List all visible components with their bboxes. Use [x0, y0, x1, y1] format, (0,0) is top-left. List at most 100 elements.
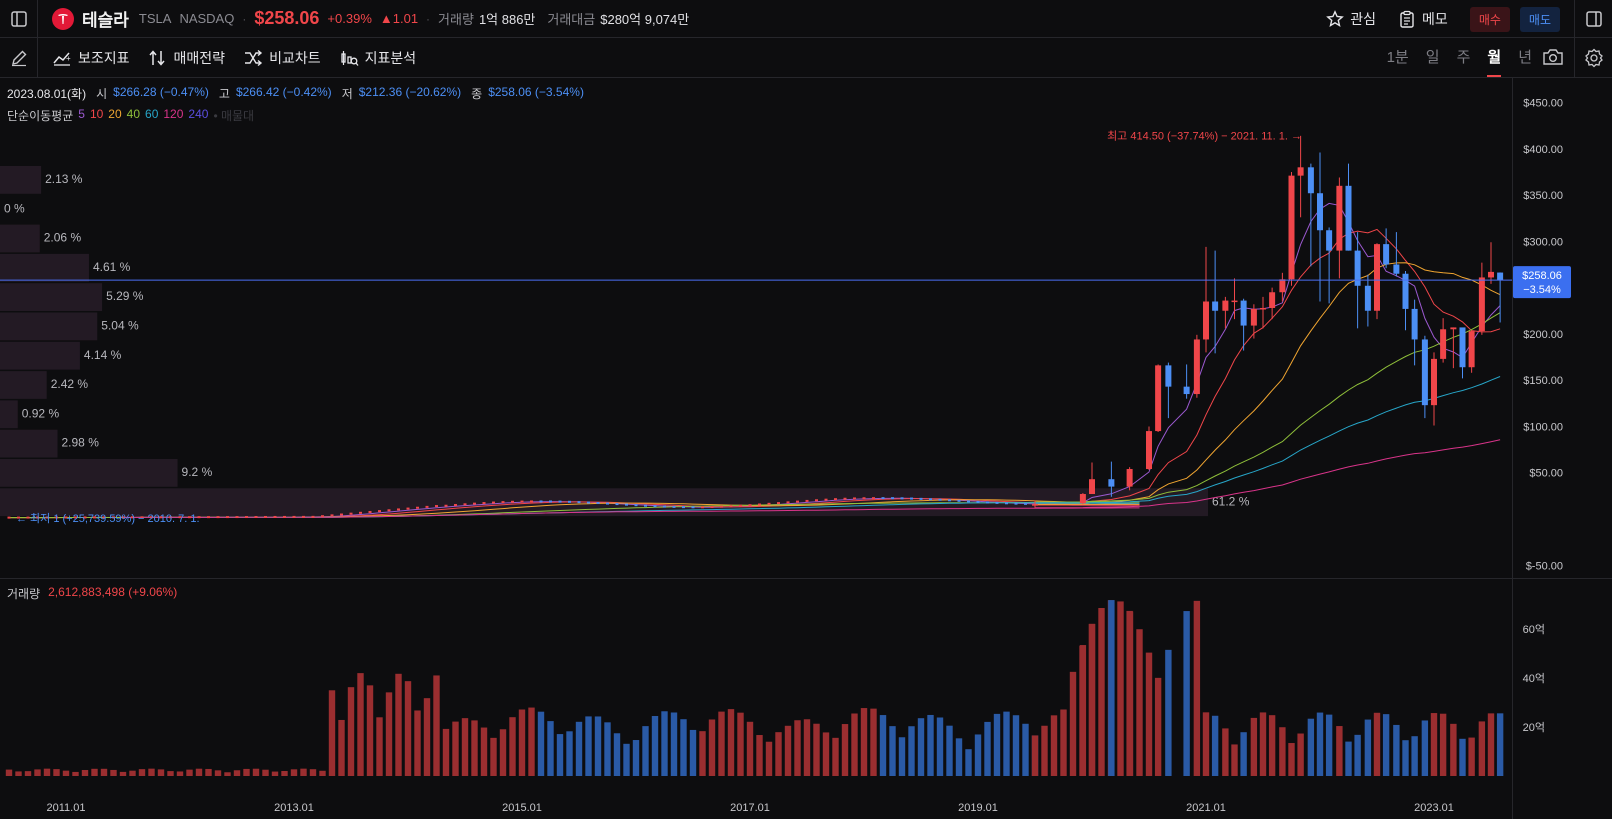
volume-bar: [1193, 600, 1201, 776]
ma-period-20[interactable]: 20: [108, 107, 122, 121]
ma-line-10: [9, 228, 1501, 519]
compare-button[interactable]: 비교차트: [243, 48, 321, 68]
candle: [55, 516, 58, 519]
sidebar-toggle-button[interactable]: [0, 0, 38, 38]
volume-bar: [15, 771, 22, 776]
candle: [881, 497, 885, 500]
indicators-button[interactable]: + 보조지표: [52, 48, 130, 68]
volume-bar: [746, 721, 754, 776]
tab-period-month[interactable]: 월: [1487, 38, 1501, 78]
candle: [140, 516, 144, 519]
ma-period-120[interactable]: 120: [163, 107, 184, 121]
volume-bar: [214, 770, 222, 776]
volume-bar: [281, 770, 288, 776]
candle: [919, 497, 923, 500]
ma-line-5: [9, 202, 1501, 519]
volume-bar: [1411, 736, 1418, 776]
candle: [862, 497, 866, 500]
memo-button[interactable]: 메모: [1398, 9, 1448, 29]
volume-bar: [1183, 611, 1190, 776]
ma-period-240[interactable]: 240: [188, 107, 209, 121]
candlesticks: [7, 135, 1504, 519]
volume-bar: [328, 690, 336, 776]
volume-bar: [518, 709, 526, 776]
buy-button[interactable]: 매수: [1469, 6, 1510, 32]
volume-bar: [547, 721, 554, 776]
candle: [1279, 279, 1286, 293]
sell-button[interactable]: 매도: [1519, 6, 1560, 32]
candle: [397, 508, 400, 511]
candle: [1374, 244, 1380, 311]
volume-bar: [366, 685, 374, 776]
volume-profile-label: 2.42 %: [51, 377, 89, 391]
right-panel-toggle-button[interactable]: [1574, 0, 1612, 38]
candle: [444, 504, 448, 507]
candle: [1212, 301, 1219, 311]
volume-bar: [632, 740, 640, 776]
candle: [691, 506, 695, 509]
volume-bar: [708, 719, 716, 776]
volume-bar: [1126, 610, 1133, 776]
volume-bar: [148, 768, 155, 776]
ma-period-5[interactable]: 5: [78, 107, 85, 121]
candle: [967, 500, 970, 503]
candle: [1431, 358, 1437, 406]
ma-period-40[interactable]: 40: [126, 107, 141, 121]
volume-bar: [300, 768, 307, 776]
volume-label: 거래량: [438, 12, 474, 27]
tab-period-year[interactable]: 년: [1518, 49, 1532, 66]
amount-label: 거래대금: [547, 12, 596, 27]
volume-bar: [1136, 629, 1143, 776]
stock-symbol: TSLA: [138, 11, 172, 26]
candle: [463, 503, 467, 506]
candle: [1193, 339, 1200, 395]
tab-period-week[interactable]: 주: [1456, 49, 1471, 66]
pane-divider[interactable]: [0, 578, 1612, 579]
price-axis-label: $350.00: [1523, 190, 1563, 202]
drawing-tool-button[interactable]: [0, 37, 38, 78]
screenshot-button[interactable]: [1542, 47, 1564, 72]
ma-period-10[interactable]: 10: [89, 107, 104, 121]
candle: [1032, 504, 1038, 506]
volume-bar: [423, 698, 431, 776]
volume-bar: [1279, 727, 1286, 776]
candle: [1468, 331, 1475, 368]
volume-bar: [290, 769, 298, 776]
memo-label: 메모: [1422, 11, 1448, 27]
candle: [1354, 250, 1361, 286]
volume-bar: [775, 732, 782, 776]
candle: [1203, 301, 1209, 340]
candle: [1307, 167, 1314, 194]
close-value: $258.06 (−3.54%): [488, 85, 584, 99]
candle: [1459, 327, 1466, 368]
strategy-button[interactable]: 매매전략: [148, 48, 225, 68]
time-axis-label: 2015.01: [502, 802, 542, 814]
volume-axis-label: 20억: [1523, 721, 1545, 734]
volume-profile-toggle[interactable]: • 매물대: [213, 109, 255, 123]
candle: [910, 497, 913, 500]
candle: [549, 500, 552, 503]
volume-bar: [1211, 715, 1219, 776]
low-annotation: ← 최저 1 (+25,739.59%) − 2010. 7. 1.: [16, 512, 200, 525]
volume-bar: [167, 771, 174, 776]
top-bar: 테슬라 TSLA NASDAQ · $258.06 +0.39% ▲1.01 ·…: [0, 0, 1612, 38]
tab-period-day[interactable]: 일: [1425, 49, 1440, 66]
volume-bar: [699, 731, 706, 776]
settings-button[interactable]: [1574, 38, 1612, 78]
analysis-button[interactable]: 지표분석: [339, 48, 416, 68]
volume-bar: [822, 732, 830, 776]
ma-period-60[interactable]: 60: [145, 107, 159, 121]
volume-bar: [1250, 717, 1258, 776]
candle: [511, 500, 514, 503]
ma-legend[interactable]: 단순이동평균 5 10 20 40 60 120 240 • 매물대: [7, 107, 254, 124]
volume-bar: [1421, 720, 1429, 776]
price-chart[interactable]: 2.13 % 0 % 2.06 % 4.61 % 5.29 % 5.04 % 4.14 % 2…: [0, 78, 1612, 819]
volume-profile-label: 4.14 %: [84, 348, 122, 362]
volume-profile-label: 2.13 %: [45, 172, 83, 186]
volume-bar: [1402, 740, 1409, 776]
watch-button[interactable]: 관심: [1326, 9, 1376, 29]
low-label: 저: [341, 87, 353, 101]
candle: [425, 505, 429, 508]
tab-period-1min[interactable]: 1분: [1386, 49, 1409, 66]
camera-icon: [1543, 49, 1563, 65]
